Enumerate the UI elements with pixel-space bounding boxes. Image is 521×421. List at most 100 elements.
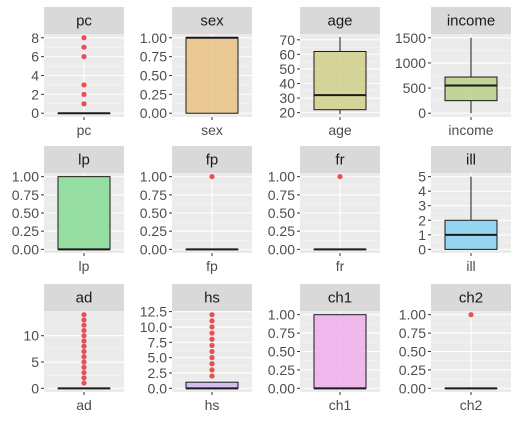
y-tick-label: 0 [418,105,426,121]
y-tick-label: 1.00 [140,30,167,46]
outlier-point [81,44,87,50]
strip-fr [300,146,380,173]
x-tick-label-ill: ill [466,258,475,274]
x-tick-label-sex: sex [201,122,223,138]
strip-label-ill: ill [466,152,476,169]
y-tick-label: 0.75 [140,49,167,65]
outlier-point [209,355,215,361]
strip-pc [44,7,124,34]
outlier-point [81,82,87,88]
outlier-point [337,174,343,180]
box-lp [57,176,111,250]
y-tick-label: 2.5 [148,365,168,381]
x-tick-label-pc: pc [77,122,92,138]
y-tick-label: 70 [279,32,295,48]
outlier-point [81,343,87,349]
y-tick-label: 60 [279,46,295,62]
y-tick-label: 500 [403,80,427,96]
outlier-point [81,54,87,60]
strip-label-income: income [447,13,495,30]
outlier-point [468,312,474,318]
outlier-point [81,322,87,328]
y-tick-label: 0.50 [140,68,167,84]
y-tick-label: 6 [31,49,39,65]
outlier-point [81,380,87,386]
y-tick-label: 0.25 [140,86,167,102]
y-tick-label: 0.25 [268,362,295,378]
y-tick-label: 4 [418,183,426,199]
y-tick-label: 50 [279,61,295,77]
y-tick-label: 0.00 [268,380,295,396]
outlier-point [81,333,87,339]
strip-ch1 [300,284,380,311]
outlier-point [81,359,87,365]
y-tick-label: 0.25 [268,223,295,239]
facet-lp: lp 0.00 0.25 0.50 0.75 1.00 lp [12,146,124,274]
outlier-point [209,318,215,324]
outlier-point [209,336,215,342]
y-tick-label: 1500 [395,30,426,46]
x-tick-label-ch1: ch1 [329,397,352,413]
strip-ch2 [431,284,511,311]
y-tick-label: 1.00 [268,169,295,185]
strip-ad [44,284,124,311]
y-tick-label: 0.0 [148,380,168,396]
facet-fp: fp 0.00 0.25 0.50 0.75 1.00 fp [140,146,252,274]
y-tick-label: 1 [418,227,426,243]
strip-ill [431,146,511,173]
outlier-point [209,174,215,180]
strip-label-lp: lp [78,152,90,169]
facet-ch2: ch2 0.00 0.25 0.50 0.75 1.00 ch2 [399,284,511,413]
facet-hs: hs 0.02.55.07.510.012.5 hs [140,284,252,413]
y-tick-label: 1000 [395,55,426,71]
y-tick-label: 0 [418,241,426,257]
outlier-point [209,367,215,373]
x-tick-label-income: income [448,122,493,138]
y-tick-label: 0.50 [399,344,426,360]
outlier-point [81,369,87,376]
x-tick-label-ad: ad [76,397,92,413]
outlier-point [81,338,87,344]
y-tick-label: 0.50 [268,344,295,360]
y-tick-label: 5 [31,354,39,370]
y-tick-label: 10.0 [140,319,167,335]
y-tick-label: 0.00 [140,105,167,121]
y-tick-label: 0.50 [12,205,39,221]
strip-label-sex: sex [200,13,224,30]
outlier-point [81,101,87,107]
y-tick-label: 3 [418,198,426,214]
strip-income [431,7,511,34]
strip-label-hs: hs [204,290,220,307]
strip-sex [172,7,252,34]
y-tick-label: 5 [418,169,426,185]
box-age [313,50,367,111]
y-tick-label: 12.5 [140,304,167,320]
strip-label-fr: fr [335,152,344,169]
y-tick-label: 7.5 [148,334,168,350]
outlier-point [81,327,87,334]
x-tick-label-fr: fr [336,258,345,274]
y-tick-label: 4 [31,68,39,84]
outlier-point [81,354,87,360]
outlier-point [81,364,87,370]
y-tick-label: 0.00 [12,241,39,257]
strip-lp [44,146,124,173]
y-tick-label: 0.50 [268,205,295,221]
y-tick-label: 0.75 [12,187,39,203]
strip-label-ch1: ch1 [328,290,352,307]
y-tick-label: 10 [23,328,39,344]
outlier-point [81,375,87,381]
box-ch1 [313,314,367,389]
y-tick-label: 20 [279,105,295,121]
strip-label-age: age [327,13,352,30]
outlier-point [209,348,215,355]
outlier-point [81,348,87,355]
outlier-point [209,361,215,367]
y-tick-label: 0 [31,380,39,396]
x-tick-label-fp: fp [206,258,218,274]
y-tick-label: 2 [418,212,426,228]
outlier-point [209,312,215,318]
x-tick-label-hs: hs [205,397,220,413]
outlier-point [209,330,215,336]
